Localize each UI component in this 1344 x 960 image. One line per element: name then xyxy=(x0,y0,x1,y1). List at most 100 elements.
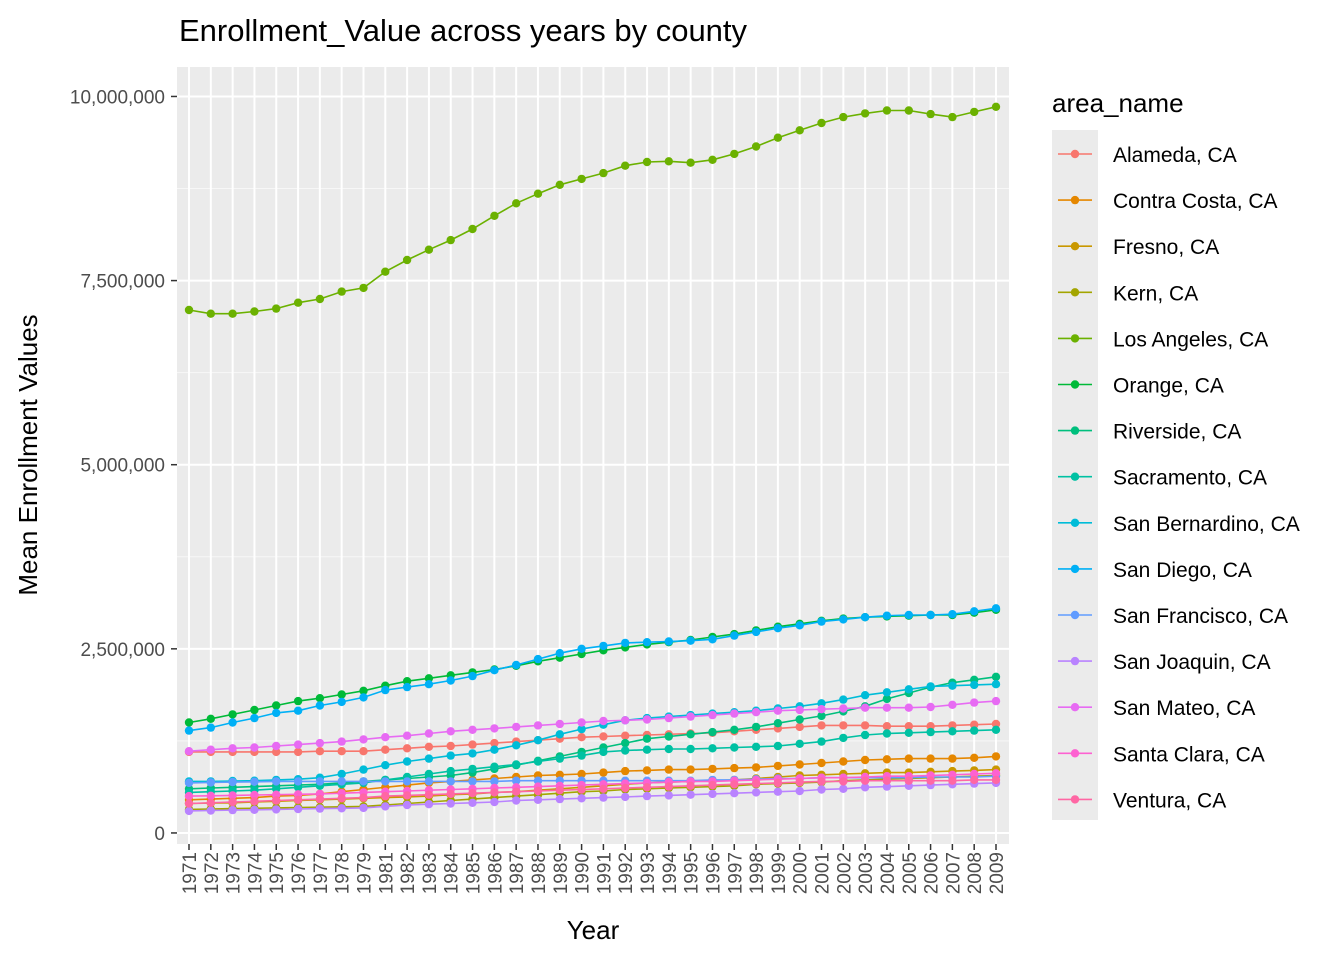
data-point xyxy=(206,745,215,754)
data-point xyxy=(970,107,979,117)
x-tick-label: 1988 xyxy=(529,852,550,894)
legend-key-point xyxy=(1070,472,1080,481)
x-tick-label: 1981 xyxy=(376,852,397,894)
data-point xyxy=(926,109,935,119)
data-point xyxy=(860,730,870,740)
data-point xyxy=(664,765,673,774)
y-axis: 0 2,500,000 5,000,000 7,500,000 10,000,000 xyxy=(70,87,177,845)
data-point xyxy=(642,766,652,775)
data-point xyxy=(381,802,390,811)
data-point xyxy=(926,682,935,691)
data-point xyxy=(817,118,826,128)
data-point xyxy=(468,798,477,807)
data-point xyxy=(860,703,870,712)
data-point xyxy=(468,725,477,734)
data-point xyxy=(970,769,979,779)
data-point xyxy=(424,729,434,738)
data-point xyxy=(359,747,368,756)
data-point xyxy=(882,703,892,712)
data-point xyxy=(664,157,673,166)
data-point xyxy=(293,747,303,757)
data-point xyxy=(184,726,194,735)
legend-label: Ventura, CA xyxy=(1113,789,1226,812)
data-point xyxy=(446,751,455,760)
data-point xyxy=(926,754,935,763)
data-point xyxy=(730,763,739,773)
data-point xyxy=(490,211,499,220)
x-tick-label: 1999 xyxy=(769,852,790,894)
data-point xyxy=(293,795,303,804)
data-point xyxy=(424,680,434,689)
data-point xyxy=(184,791,194,801)
data-point xyxy=(948,727,957,736)
data-point xyxy=(293,740,303,749)
data-point xyxy=(948,112,957,122)
legend-item: Contra Costa, CA xyxy=(1058,190,1278,213)
legend-item: Santa Clara, CA xyxy=(1058,743,1265,766)
data-point xyxy=(250,790,259,800)
data-point xyxy=(621,783,630,793)
data-point xyxy=(795,777,804,787)
data-point xyxy=(293,696,303,706)
data-point xyxy=(751,627,761,637)
legend-key-point xyxy=(1070,795,1080,804)
data-point xyxy=(621,731,630,740)
data-point xyxy=(250,777,259,786)
data-point xyxy=(817,737,826,746)
x-tick-label: 2000 xyxy=(791,852,812,894)
data-point xyxy=(424,800,434,809)
x-tick-label: 1995 xyxy=(682,852,703,894)
data-point xyxy=(250,307,259,316)
x-tick-label: 2006 xyxy=(922,852,943,894)
data-point xyxy=(468,789,477,798)
data-point xyxy=(381,777,390,786)
data-point xyxy=(751,779,761,788)
data-point xyxy=(577,733,586,742)
legend-item: Riverside, CA xyxy=(1058,421,1241,444)
data-point xyxy=(860,721,870,730)
x-tick-label: 1991 xyxy=(594,852,615,894)
legend-label: San Diego, CA xyxy=(1113,559,1252,582)
data-point xyxy=(904,722,913,731)
legend-item: Alameda, CA xyxy=(1058,144,1237,167)
data-point xyxy=(948,754,957,763)
data-point xyxy=(555,794,564,804)
data-point xyxy=(948,610,957,619)
data-point xyxy=(228,777,237,787)
data-point xyxy=(424,777,434,786)
data-point xyxy=(751,722,761,732)
x-tick-label: 1997 xyxy=(725,852,746,894)
data-point xyxy=(359,735,368,744)
data-point xyxy=(664,713,673,723)
data-point xyxy=(555,754,564,763)
data-point xyxy=(337,690,346,699)
x-tick-label: 1985 xyxy=(464,852,485,894)
data-point xyxy=(730,743,739,752)
data-point xyxy=(730,631,739,640)
legend-label: San Mateo, CA xyxy=(1113,697,1255,720)
data-point xyxy=(926,722,935,731)
data-point xyxy=(228,718,237,727)
data-point xyxy=(882,782,892,791)
data-point xyxy=(293,777,303,786)
legend: area_name Alameda, CA Contra Costa, CA Fre… xyxy=(1052,88,1300,820)
data-point xyxy=(839,777,848,786)
data-point xyxy=(991,696,1001,706)
data-point xyxy=(773,787,783,796)
data-point xyxy=(795,621,804,630)
legend-item: Orange, CA xyxy=(1058,375,1224,398)
data-point xyxy=(272,741,281,751)
x-tick-label: 2002 xyxy=(834,852,855,894)
data-point xyxy=(599,784,608,793)
data-point xyxy=(642,791,652,801)
data-point xyxy=(533,757,543,766)
data-point xyxy=(337,287,346,296)
data-point xyxy=(184,799,194,808)
data-point xyxy=(402,731,412,740)
data-point xyxy=(621,638,630,648)
series xyxy=(184,696,1001,756)
data-point xyxy=(424,769,434,779)
legend-item: Los Angeles, CA xyxy=(1058,328,1268,351)
data-point xyxy=(250,805,259,814)
data-point xyxy=(686,781,695,790)
